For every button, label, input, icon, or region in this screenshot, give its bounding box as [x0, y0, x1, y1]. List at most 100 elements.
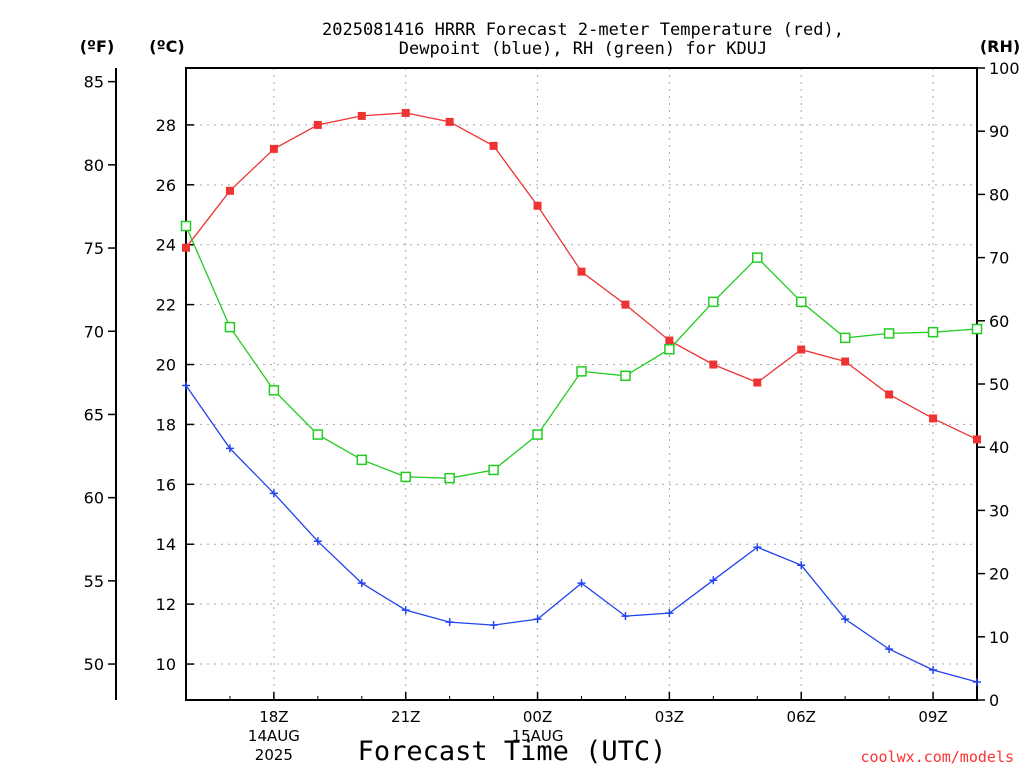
- fahrenheit-tick-label: 85: [84, 73, 104, 92]
- rh-tick-label: 40: [989, 438, 1009, 457]
- rh-point: [444, 472, 455, 484]
- rh-point: [883, 328, 895, 339]
- dewpoint-line: [185, 385, 978, 683]
- temperature-point: [665, 336, 674, 345]
- fahrenheit-tick-label: 65: [84, 405, 104, 424]
- temperature-point: [269, 144, 278, 153]
- chart-title-line2: Dewpoint (blue), RH (green) for KDUJ: [399, 39, 767, 59]
- dewpoint-point: [841, 615, 850, 624]
- dewpoint-point: [929, 666, 938, 675]
- rh-point: [620, 370, 631, 382]
- rh-point: [664, 343, 675, 355]
- x-tick-date-label: 15AUG: [512, 727, 564, 745]
- x-tick-label: 06Z: [787, 708, 816, 726]
- temperature-point: [709, 360, 718, 369]
- x-axis-label: Forecast Time (UTC): [358, 736, 667, 767]
- rh-point: [708, 296, 719, 308]
- dewpoint-point: [577, 579, 586, 588]
- dewpoint-point: [797, 561, 806, 570]
- celsius-unit-label: (ºC): [149, 37, 184, 56]
- dewpoint-point: [885, 645, 894, 654]
- rh-point: [356, 454, 368, 466]
- dewpoint-point: [225, 444, 234, 453]
- rh-tick-label: 80: [989, 185, 1009, 204]
- rh-point: [488, 464, 499, 476]
- rh-point: [268, 385, 280, 396]
- temperature-point: [445, 117, 454, 126]
- celsius-tick-label: 28: [156, 116, 176, 135]
- dewpoint-point: [401, 606, 410, 615]
- rh-point: [576, 366, 587, 377]
- dewpoint-point: [973, 678, 981, 687]
- celsius-tick-label: 26: [156, 176, 176, 195]
- credit-text: coolwx.com/models: [860, 748, 1014, 766]
- celsius-tick-label: 10: [156, 655, 176, 674]
- x-tick-label: 09Z: [918, 708, 947, 726]
- dewpoint-point: [621, 612, 630, 621]
- plot-frame: [185, 67, 978, 701]
- temperature-point: [401, 108, 410, 117]
- x-tick-label: 03Z: [655, 708, 684, 726]
- fahrenheit-tick-label: 75: [84, 239, 104, 258]
- temperature-point: [797, 345, 806, 354]
- dewpoint-point: [182, 381, 190, 390]
- celsius-tick-label: 24: [156, 236, 176, 255]
- temperature-point: [885, 390, 894, 399]
- data-series: [180, 108, 983, 687]
- celsius-tick-label: 18: [156, 415, 176, 434]
- rh-point: [224, 321, 236, 333]
- chart-title-line1: 2025081416 HRRR Forecast 2-meter Tempera…: [322, 20, 844, 40]
- dewpoint-point: [665, 609, 674, 618]
- rh-tick-label: 100: [989, 59, 1020, 78]
- celsius-tick-label: 14: [156, 535, 176, 554]
- rh-point: [532, 429, 543, 440]
- temperature-point: [225, 186, 234, 195]
- rh-tick-label: 30: [989, 501, 1009, 520]
- rh-point: [400, 471, 411, 483]
- rh-point: [971, 323, 983, 335]
- celsius-tick-label: 16: [156, 475, 176, 494]
- dewpoint-point: [709, 576, 718, 585]
- dewpoint-point: [533, 615, 542, 624]
- dewpoint-point: [753, 543, 762, 552]
- rh-tick-label: 20: [989, 565, 1009, 584]
- temperature-line: [185, 112, 978, 440]
- grid-lines: [186, 68, 977, 700]
- dewpoint-point: [269, 489, 278, 498]
- temperature-point: [313, 120, 322, 129]
- fahrenheit-tick-label: 60: [84, 489, 104, 508]
- temperature-point: [841, 357, 850, 366]
- temperature-point: [357, 111, 366, 120]
- x-tick-date-label: 14AUG: [248, 727, 300, 745]
- temperature-point: [621, 300, 630, 309]
- temperature-point: [929, 414, 938, 423]
- temperature-point: [973, 435, 981, 444]
- fahrenheit-unit-label: (ºF): [80, 37, 115, 56]
- rh-point: [752, 252, 763, 263]
- rh-tick-label: 10: [989, 628, 1009, 647]
- celsius-tick-label: 22: [156, 296, 176, 315]
- x-tick-label: 21Z: [391, 708, 420, 726]
- rh-tick-label: 60: [989, 312, 1009, 331]
- rh-tick-label: 70: [989, 249, 1009, 268]
- temperature-point: [753, 378, 762, 387]
- temperature-point: [577, 267, 586, 276]
- fahrenheit-tick-label: 55: [84, 572, 104, 591]
- rh-point: [795, 296, 807, 308]
- rh-tick-label: 0: [989, 691, 999, 710]
- rh-tick-label: 50: [989, 375, 1009, 394]
- dewpoint-point: [313, 537, 322, 546]
- rh-line: [185, 225, 978, 479]
- x-tick-label: 00Z: [523, 708, 552, 726]
- temperature-point: [533, 201, 542, 210]
- fahrenheit-tick-label: 70: [84, 322, 104, 341]
- rh-point: [312, 429, 324, 440]
- celsius-tick-label: 20: [156, 356, 176, 375]
- rh-unit-label: (RH): [980, 37, 1020, 56]
- x-tick-year-label: 2025: [255, 746, 293, 764]
- x-tick-label: 18Z: [259, 708, 288, 726]
- fahrenheit-tick-label: 50: [84, 655, 104, 674]
- rh-point: [839, 332, 851, 344]
